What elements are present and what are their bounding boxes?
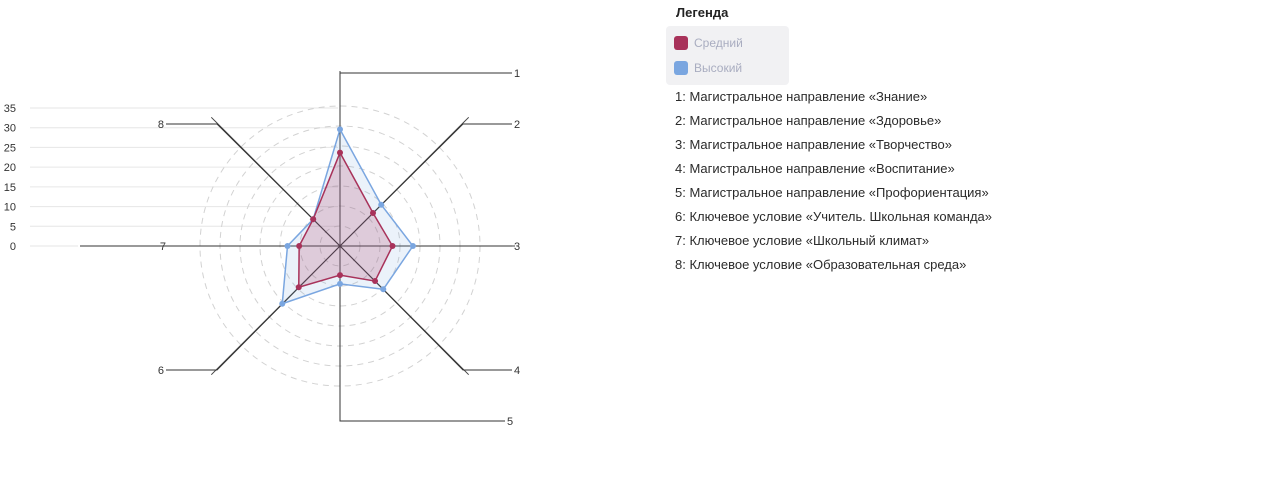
axis-description-item: 7: Ключевое условие «Школьный климат» (675, 233, 930, 248)
data-point-average (310, 216, 317, 223)
legend-swatch-high (674, 60, 688, 75)
legend-box: Средний Высокий (666, 26, 789, 85)
data-point-average (337, 149, 343, 156)
axis-description-item: 2: Магистральное направление «Здоровье» (675, 113, 942, 128)
legend-item-average[interactable]: Средний (666, 30, 789, 55)
axis-description-item: 8: Ключевое условие «Образовательная сре… (675, 257, 967, 272)
data-point-average (369, 210, 376, 217)
axis-label: 8 (158, 119, 164, 131)
y-tick-label: 15 (4, 182, 16, 194)
y-axis-ticks: 0 5 10 15 20 25 30 35 (4, 103, 338, 253)
axis-label: 6 (158, 365, 164, 377)
legend-swatch-average (674, 35, 688, 50)
axis-description-list: 1: Магистральное направление «Знание» 2:… (675, 85, 992, 277)
y-tick-label: 25 (4, 142, 16, 154)
axis-leader-line (166, 123, 341, 247)
data-point-high (337, 280, 343, 287)
axis-leader-line (339, 72, 512, 246)
data-point-average (389, 243, 396, 249)
data-point-high (337, 126, 343, 133)
axis-label: 2 (514, 119, 520, 131)
axis-leader-line (339, 246, 505, 422)
y-tick-label: 5 (10, 221, 16, 233)
legend: Легенда Средний Высокий (666, 3, 789, 85)
axis-description-item: 3: Магистральное направление «Творчество… (675, 137, 953, 152)
y-tick-label: 0 (10, 241, 16, 253)
data-point-average (337, 272, 343, 279)
legend-item-high[interactable]: Высокий (666, 55, 789, 80)
y-tick-label: 10 (4, 202, 16, 214)
axis-label: 1 (514, 68, 520, 80)
data-point-high (279, 300, 286, 307)
radar-series (279, 126, 416, 307)
axis-label: 5 (507, 416, 513, 428)
data-point-average (295, 284, 302, 291)
legend-label-high: Высокий (694, 60, 743, 75)
axis-description-item: 6: Ключевое условие «Учитель. Школьная к… (675, 209, 993, 224)
axis-description-item: 5: Магистральное направление «Профориент… (675, 185, 989, 200)
axis-label: 4 (514, 365, 520, 377)
axis-description-item: 4: Магистральное направление «Воспитание… (675, 161, 955, 176)
axis-label: 3 (514, 241, 520, 253)
y-tick-label: 30 (4, 123, 16, 135)
axis-label: 7 (160, 241, 166, 253)
data-point-average (372, 278, 379, 285)
radar-chart: 0 5 10 15 20 25 30 35 1 2 3 4 5 6 7 8 (4, 68, 520, 428)
data-point-high (378, 201, 385, 208)
axis-leader-line (339, 245, 512, 371)
y-tick-label: 20 (4, 162, 16, 174)
data-point-high (380, 286, 387, 293)
data-point-high (284, 243, 291, 249)
legend-label-average: Средний (694, 35, 743, 50)
data-point-average (296, 243, 303, 249)
axis-description-item: 1: Магистральное направление «Знание» (675, 89, 928, 104)
y-tick-label: 35 (4, 103, 16, 115)
legend-title: Легенда (676, 5, 729, 20)
data-point-high (409, 243, 416, 249)
